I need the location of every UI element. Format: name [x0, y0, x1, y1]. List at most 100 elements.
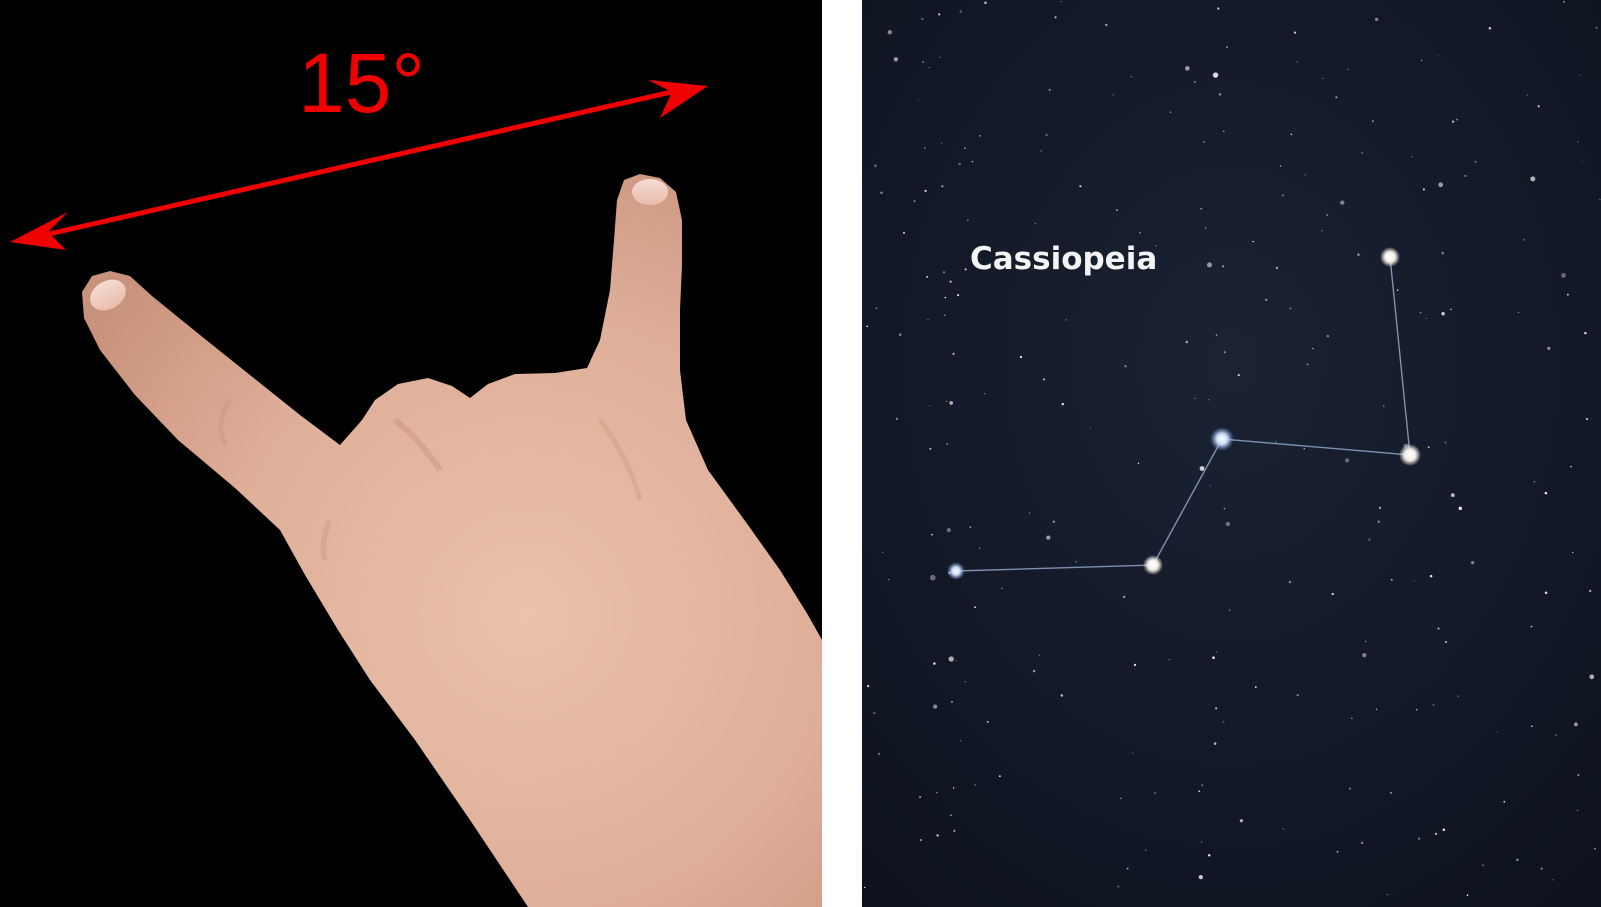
faint-star — [984, 1, 987, 4]
faint-star — [944, 296, 947, 299]
faint-star — [1526, 94, 1528, 96]
faint-star — [1194, 397, 1196, 400]
faint-star — [971, 160, 974, 163]
faint-star — [1537, 105, 1540, 108]
faint-star — [1450, 493, 1455, 497]
faint-star — [984, 393, 986, 395]
faint-star — [1464, 174, 1467, 178]
faint-star — [1282, 827, 1285, 830]
faint-star — [1580, 74, 1582, 76]
faint-star — [873, 712, 876, 715]
faint-star — [1595, 26, 1598, 29]
faint-star — [1215, 334, 1218, 336]
faint-star — [1130, 76, 1132, 78]
faint-star — [913, 200, 916, 203]
faint-star — [1225, 521, 1231, 527]
faint-star — [1137, 462, 1140, 465]
faint-star — [1383, 405, 1385, 407]
faint-star — [1555, 734, 1557, 736]
faint-star — [1019, 355, 1023, 359]
faint-star — [1457, 695, 1460, 698]
hand-illustration: 15° — [10, 36, 822, 907]
faint-star — [919, 796, 921, 798]
faint-star — [1444, 441, 1447, 444]
faint-star — [1252, 240, 1254, 243]
faint-star — [1530, 625, 1533, 628]
faint-star — [1306, 363, 1309, 366]
faint-star — [1139, 231, 1141, 234]
faint-star — [1427, 446, 1430, 449]
faint-star — [936, 834, 939, 837]
faint-star — [1552, 879, 1554, 881]
faint-star — [1060, 0, 1062, 3]
faint-star — [1185, 66, 1190, 71]
faint-star — [1372, 120, 1374, 123]
faint-star — [1450, 308, 1452, 311]
faint-star — [922, 61, 924, 63]
faint-star — [1154, 792, 1157, 795]
faint-star — [949, 401, 954, 405]
faint-star — [1598, 198, 1601, 201]
faint-star — [1208, 399, 1210, 401]
faint-star — [921, 17, 924, 21]
star-beta — [1380, 247, 1400, 267]
faint-star — [1119, 797, 1122, 800]
faint-star — [1296, 61, 1298, 63]
hand-shape — [82, 174, 822, 907]
faint-star — [1589, 674, 1595, 680]
faint-star — [1312, 347, 1314, 350]
faint-star — [1503, 800, 1506, 803]
faint-star — [967, 219, 969, 222]
faint-star — [1482, 864, 1484, 867]
thumb-nail — [632, 179, 668, 205]
faint-star — [948, 656, 954, 662]
faint-star — [1045, 133, 1048, 137]
faint-star — [1340, 200, 1345, 205]
faint-star — [998, 775, 1001, 778]
faint-star — [1218, 93, 1222, 96]
faint-star — [880, 191, 883, 195]
faint-star — [1209, 485, 1211, 487]
faint-star — [959, 10, 962, 13]
faint-star — [1530, 725, 1533, 728]
faint-star — [1117, 885, 1120, 888]
faint-star — [1425, 317, 1427, 319]
faint-star — [1032, 669, 1036, 673]
faint-star — [1523, 239, 1525, 241]
faint-star — [929, 447, 932, 450]
faint-star — [933, 662, 936, 665]
faint-star — [929, 405, 931, 407]
faint-star — [1296, 693, 1299, 697]
faint-star — [1322, 77, 1324, 79]
faint-star — [1116, 209, 1118, 212]
star-gamma — [1210, 427, 1234, 451]
faint-star — [939, 56, 941, 59]
sky-background — [862, 0, 1601, 907]
faint-star — [960, 740, 962, 742]
faint-star — [1217, 7, 1220, 10]
faint-star — [893, 57, 899, 62]
faint-star — [1215, 707, 1218, 710]
faint-star — [926, 275, 929, 278]
faint-star — [1193, 80, 1196, 83]
faint-star — [1411, 156, 1413, 158]
faint-star — [1413, 580, 1415, 582]
faint-star — [1496, 731, 1498, 733]
faint-star — [1540, 867, 1543, 870]
faint-star — [936, 791, 938, 794]
faint-star — [1279, 165, 1282, 167]
faint-star — [1422, 188, 1425, 191]
faint-star — [919, 838, 923, 842]
faint-star — [1390, 791, 1392, 794]
faint-star — [1589, 589, 1592, 593]
faint-star — [1198, 790, 1201, 793]
faint-star — [941, 185, 944, 188]
faint-star — [1222, 265, 1225, 268]
faint-star — [1437, 627, 1440, 630]
constellation-label: Cassiopeia — [970, 241, 1157, 277]
faint-star — [1516, 858, 1519, 862]
faint-star — [979, 135, 981, 137]
faint-star — [1321, 230, 1323, 232]
faint-star — [1441, 251, 1444, 255]
star-field-image: Cassiopeia — [862, 0, 1601, 907]
